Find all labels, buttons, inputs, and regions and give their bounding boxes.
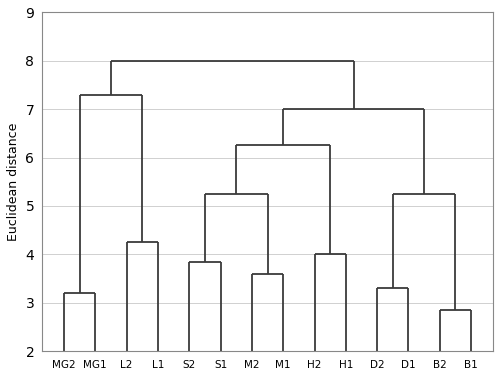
Y-axis label: Euclidean distance: Euclidean distance [7,123,20,241]
